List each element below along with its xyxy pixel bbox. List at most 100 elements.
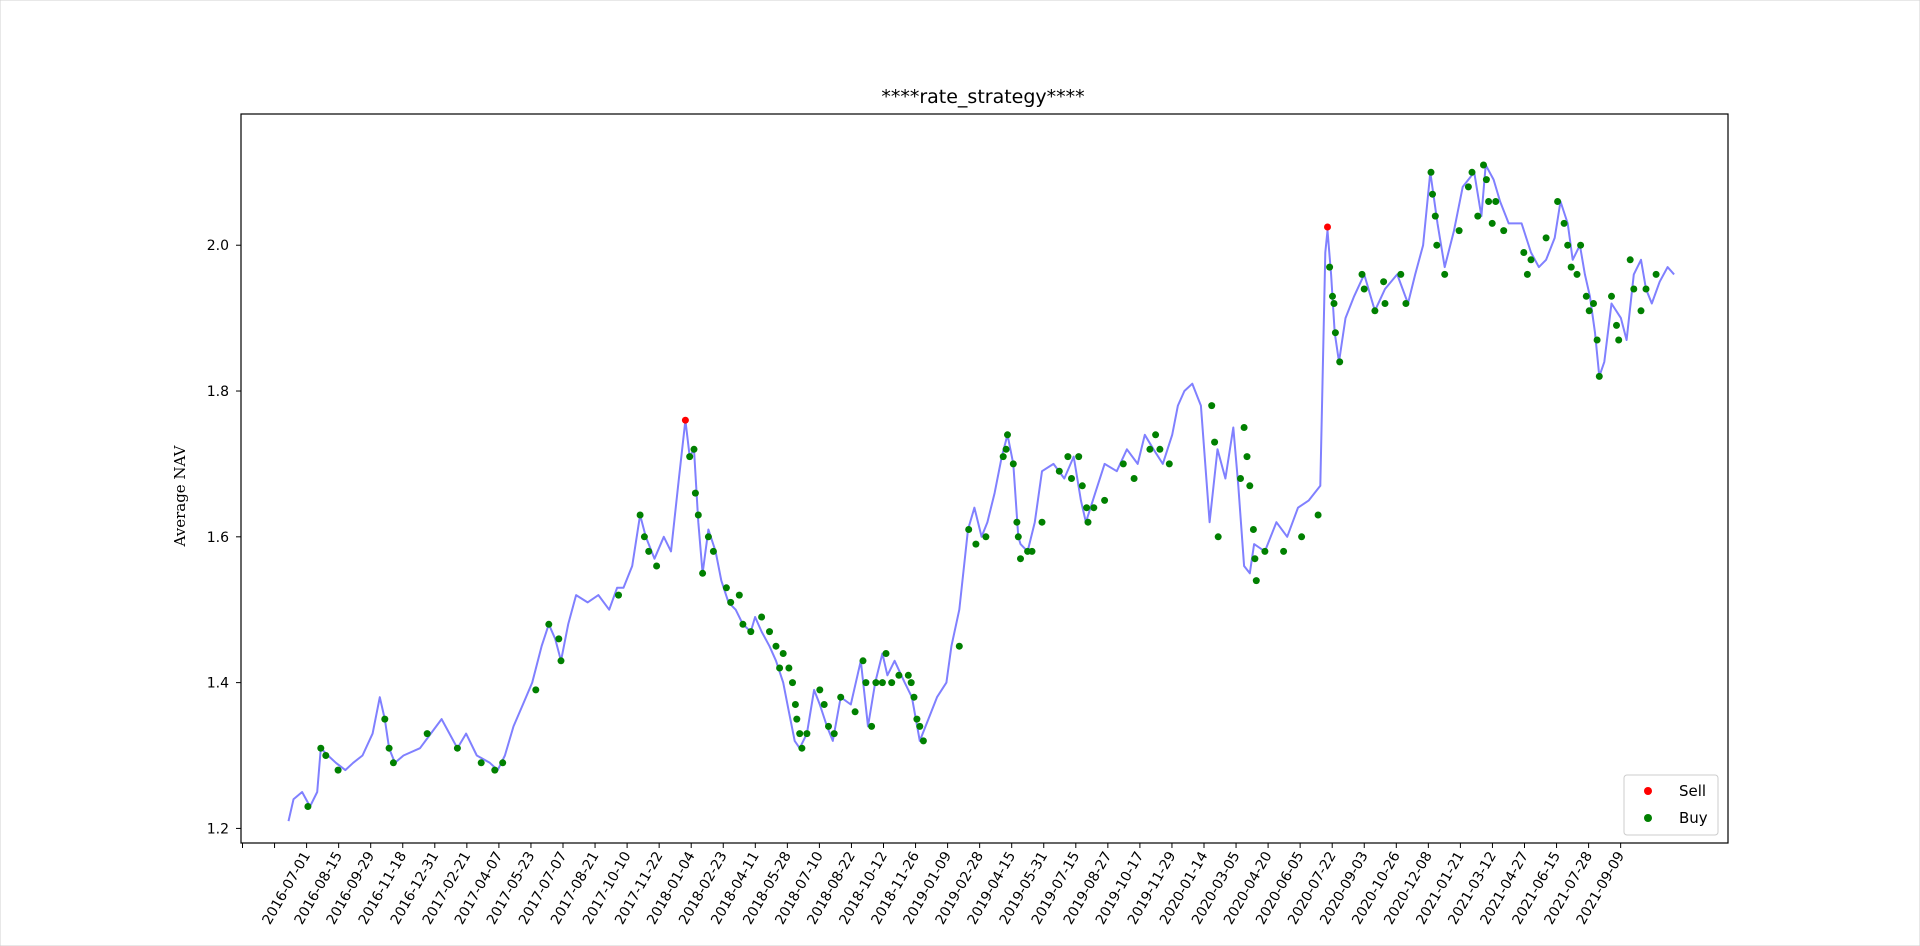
buy-point: [791, 701, 799, 708]
buy-point: [772, 642, 780, 650]
buy-point: [1474, 212, 1482, 220]
buy-point: [803, 730, 811, 738]
buy-point: [1240, 424, 1248, 431]
buy-point: [555, 635, 563, 643]
buy-point: [1564, 241, 1572, 249]
buy-point: [1492, 198, 1500, 205]
y-tick-label: 2.0: [207, 238, 229, 254]
buy-point: [1156, 445, 1164, 453]
buy-point: [1314, 511, 1322, 519]
buy-point: [1630, 285, 1638, 293]
legend-sell-marker: [1644, 787, 1652, 795]
buy-point: [1002, 445, 1010, 453]
buy-point: [1261, 547, 1269, 555]
buy-point: [1014, 533, 1022, 541]
buy-point: [704, 533, 712, 541]
buy-point: [1326, 263, 1334, 271]
buy-point: [636, 511, 644, 519]
legend-buy-marker: [1644, 814, 1652, 822]
buy-point: [837, 693, 845, 701]
buy-point: [322, 752, 330, 759]
buy-point: [1608, 292, 1615, 300]
buy-point: [1441, 270, 1449, 278]
buy-point: [1464, 183, 1472, 191]
buy-point: [1429, 190, 1436, 198]
buy-point: [1642, 285, 1650, 293]
buy-point: [1480, 161, 1487, 169]
buy-point: [1211, 438, 1219, 446]
buy-point: [1427, 168, 1435, 176]
buy-point: [1593, 336, 1601, 344]
buy-point: [1336, 358, 1344, 366]
buy-point: [491, 766, 499, 774]
buy-point: [1433, 241, 1441, 249]
buy-point: [785, 664, 793, 672]
buy-point: [868, 722, 876, 730]
buy-point: [919, 737, 927, 745]
buy-point: [1500, 227, 1508, 235]
buy-point: [965, 526, 973, 533]
buy-point: [1482, 176, 1490, 184]
buy-point: [1637, 307, 1645, 315]
y-tick-label: 1.8: [207, 384, 229, 400]
buy-point: [1330, 300, 1338, 307]
buy-point: [1084, 518, 1092, 526]
buy-point: [1595, 372, 1603, 380]
buy-point: [1083, 504, 1091, 512]
buy-point: [1527, 256, 1535, 264]
buy-point: [532, 686, 540, 694]
buy-point: [1017, 555, 1024, 563]
buy-point: [862, 679, 870, 687]
buy-point: [878, 679, 886, 687]
buy-point: [423, 730, 431, 738]
buy-point: [1381, 300, 1389, 307]
buy-point: [1237, 475, 1244, 482]
buy-point: [1068, 475, 1075, 482]
buy-point: [699, 569, 707, 577]
buy-point: [1577, 241, 1585, 249]
buy-point: [477, 759, 485, 767]
buy-point: [1130, 475, 1138, 482]
buy-point: [1249, 526, 1257, 533]
buy-point: [615, 591, 622, 599]
nav-line: [287, 164, 1675, 822]
buy-point: [385, 744, 393, 752]
buy-point: [820, 701, 828, 708]
buy-point: [1298, 533, 1306, 541]
buy-point: [690, 445, 698, 453]
buy-point: [830, 730, 838, 738]
buy-point: [1542, 234, 1550, 242]
buy-point: [1358, 270, 1366, 278]
buy-point: [334, 766, 342, 774]
buy-point: [916, 722, 924, 730]
buy-point: [499, 759, 507, 767]
buy-point: [1371, 307, 1379, 315]
buy-point: [1554, 198, 1562, 205]
buy-point: [691, 489, 699, 497]
buy-point: [739, 620, 747, 628]
buy-point: [1468, 168, 1476, 176]
y-axis-label: Average NAV: [171, 444, 189, 547]
y-tick-label: 1.2: [207, 821, 229, 837]
buy-point: [1590, 300, 1597, 307]
buy-point: [1004, 431, 1011, 439]
buy-point: [1455, 227, 1463, 235]
buy-point: [895, 671, 903, 679]
buy-point: [1523, 270, 1531, 278]
y-tick-label: 1.4: [207, 676, 229, 692]
buy-point: [758, 613, 766, 621]
y-tick-label: 1.6: [207, 530, 229, 546]
buy-point: [1652, 270, 1660, 278]
buy-point: [913, 715, 921, 723]
buy-point: [1331, 329, 1339, 337]
buy-point: [381, 715, 389, 723]
buy-point: [882, 650, 890, 657]
buy-point: [1613, 321, 1620, 329]
buy-point: [557, 657, 565, 665]
buy-point: [888, 679, 896, 687]
buy-point: [1626, 256, 1634, 264]
buy-point: [825, 722, 832, 730]
buy-point: [1615, 336, 1623, 344]
buy-point: [1214, 533, 1222, 541]
buy-point: [727, 598, 735, 606]
